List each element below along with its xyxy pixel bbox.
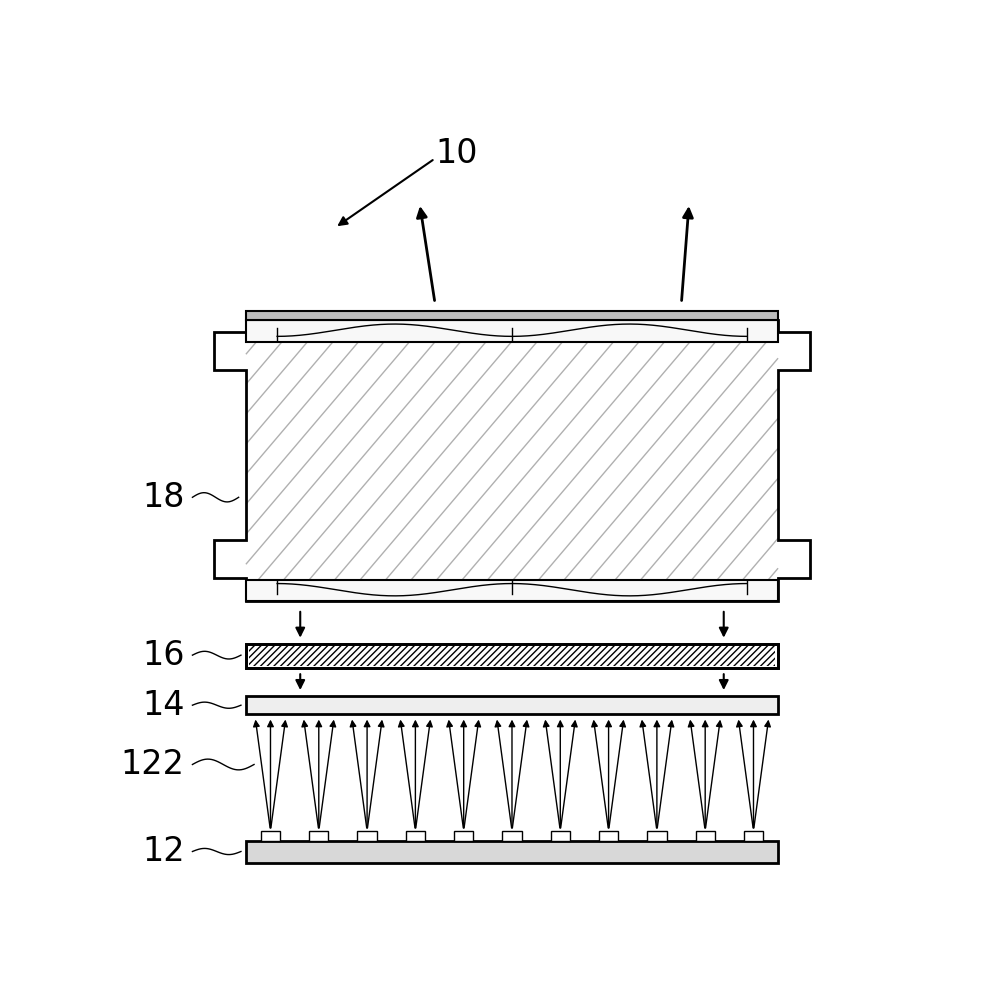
Bar: [406, 831, 425, 841]
Text: 18: 18: [143, 481, 185, 514]
Bar: [247, 311, 777, 320]
Bar: [744, 831, 763, 841]
Text: 12: 12: [142, 835, 185, 868]
Bar: [261, 831, 280, 841]
Bar: [247, 644, 777, 668]
Bar: [647, 831, 666, 841]
Bar: [455, 831, 474, 841]
Bar: [247, 696, 777, 714]
Bar: [599, 831, 618, 841]
Bar: [695, 831, 715, 841]
Bar: [247, 320, 777, 342]
Bar: [502, 831, 521, 841]
Bar: [247, 841, 777, 863]
Text: 14: 14: [142, 689, 185, 722]
Bar: [247, 644, 777, 668]
Bar: [309, 831, 329, 841]
Text: 16: 16: [142, 639, 185, 672]
Text: 10: 10: [435, 137, 478, 170]
Bar: [358, 831, 377, 841]
Polygon shape: [214, 320, 810, 601]
Text: 122: 122: [121, 748, 185, 781]
Bar: [247, 580, 777, 601]
Bar: [550, 831, 569, 841]
Bar: [249, 646, 775, 666]
